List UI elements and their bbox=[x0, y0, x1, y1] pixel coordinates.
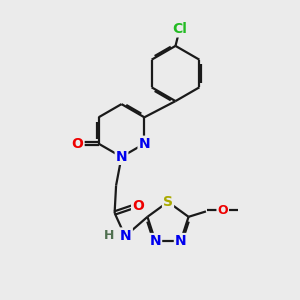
Text: H: H bbox=[104, 229, 115, 242]
Text: N: N bbox=[175, 234, 187, 248]
Text: N: N bbox=[120, 229, 132, 242]
Text: O: O bbox=[132, 199, 144, 212]
Text: N: N bbox=[139, 137, 150, 151]
Text: S: S bbox=[163, 195, 173, 209]
Text: O: O bbox=[218, 204, 228, 217]
Text: N: N bbox=[149, 234, 161, 248]
Text: Cl: Cl bbox=[172, 22, 188, 36]
Text: N: N bbox=[116, 150, 127, 164]
Text: O: O bbox=[72, 137, 84, 151]
